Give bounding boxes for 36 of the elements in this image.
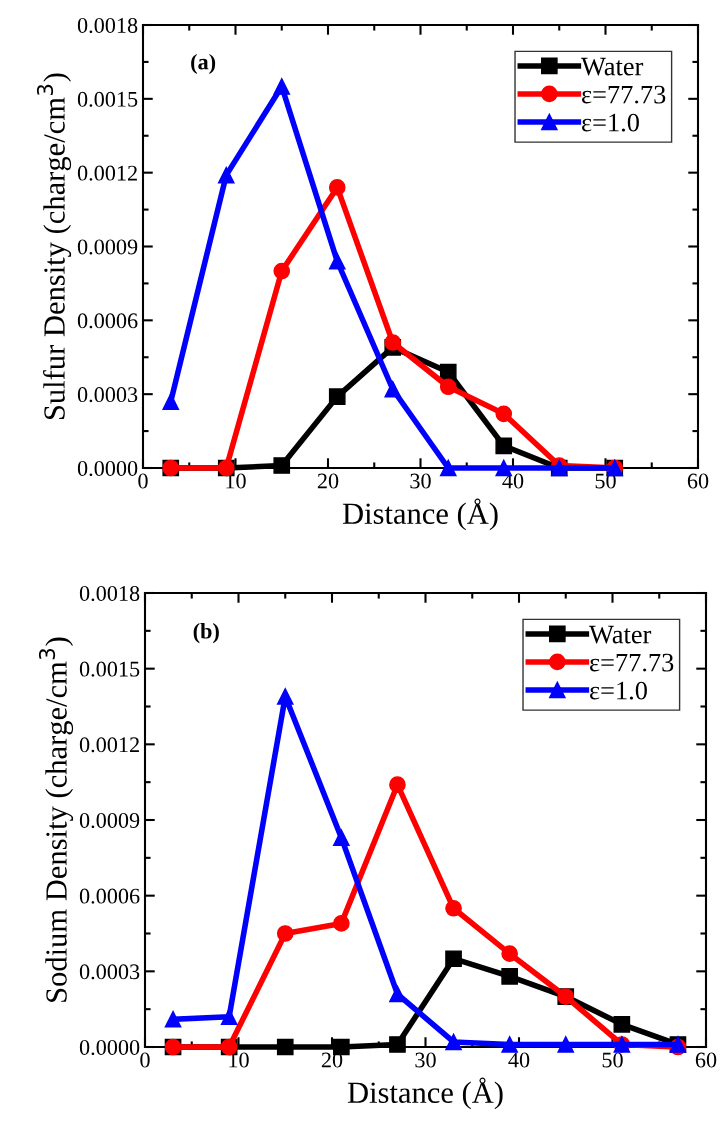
x-tick-label: 0 [138, 473, 148, 489]
x-tick-label: 50 [602, 1052, 623, 1068]
legend-label: ε=1.0 [582, 113, 639, 132]
y-tick-label: 0.0012 [77, 165, 137, 181]
x-tick-label: 30 [410, 473, 431, 489]
x-axis-title: Distance (Å) [347, 1077, 503, 1110]
y-axis-title: Sulfur Density (charge/cm$^{3}$) [36, 73, 72, 420]
x-tick-label: 0 [140, 1052, 150, 1068]
x-axis-title: Distance (Å) [342, 498, 498, 531]
y-tick-label: 0.0006 [77, 313, 138, 329]
y-tick-label: 0.0000 [77, 460, 138, 477]
legend-label: ε=1.0 [590, 681, 647, 700]
annotation: (b) [193, 622, 219, 644]
y-tick-label: 0.0009 [77, 239, 138, 255]
y-tick-label: 0.0018 [77, 17, 138, 34]
x-tick-label: 40 [502, 473, 524, 489]
annotation: (a) [191, 53, 216, 75]
y-tick-label: 0.0009 [79, 812, 140, 829]
x-tick-label: 60 [695, 1052, 717, 1068]
x-tick-label: 30 [415, 1052, 436, 1068]
y-tick-label: 0.0000 [79, 1039, 140, 1056]
legend-label: ε=77.73 [590, 653, 674, 672]
legend-label: ε=77.73 [582, 85, 666, 104]
y-tick-label: 0.0003 [77, 387, 138, 403]
y-tick-label: 0.0018 [79, 585, 140, 602]
y-tick-label: 0.0015 [77, 91, 138, 107]
legend-label: Water [581, 57, 644, 76]
y-tick-label: 0.0015 [79, 661, 140, 677]
y-axis-title: Sodium Density (charge/cm$^{3}$) [38, 637, 74, 1002]
legend-label: Water [589, 625, 652, 644]
y-tick-label: 0.0012 [79, 737, 139, 753]
x-tick-label: 60 [687, 473, 709, 489]
y-tick-label: 0.0006 [79, 888, 140, 904]
y-tick-label: 0.0003 [79, 964, 140, 980]
x-tick-label: 40 [508, 1052, 530, 1068]
x-tick-label: 20 [317, 473, 339, 489]
